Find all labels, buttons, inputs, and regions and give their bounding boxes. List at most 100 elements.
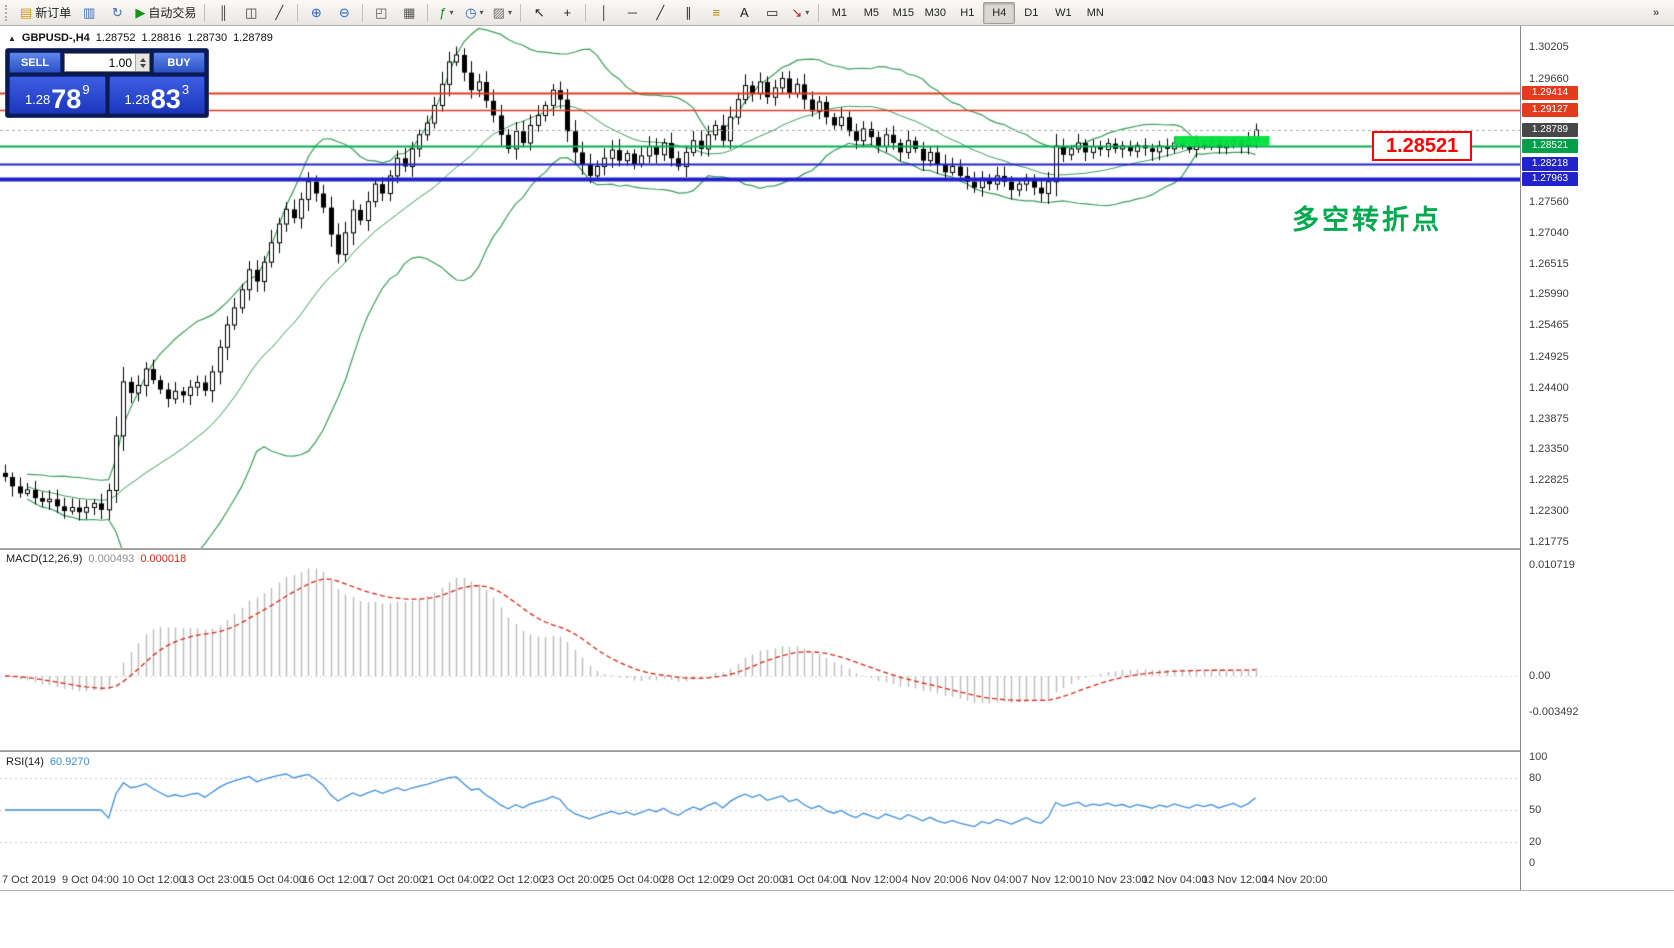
cursor-icon: ↖: [533, 5, 545, 20]
time-axis-label: 4 Nov 20:00: [902, 874, 962, 886]
ohlc-low: 1.28730: [187, 32, 228, 44]
time-axis-label: 7 Oct 2019: [2, 874, 56, 886]
time-axis[interactable]: 7 Oct 2019 9 Oct 04:00 10 Oct 12:00 13 Oct …: [0, 872, 1520, 890]
bar-chart-icon: ║: [218, 5, 228, 20]
buy-button[interactable]: BUY: [153, 52, 205, 73]
timeframe-w1-button[interactable]: W1: [1055, 6, 1072, 19]
price-axis-label: 1.23350: [1529, 443, 1569, 456]
timeframe-m30-button[interactable]: M30: [924, 6, 947, 19]
candlestick-icon: ◫: [245, 5, 258, 20]
macd-axis-label: -0.003492: [1529, 706, 1579, 719]
price-axis-label: 1.26515: [1529, 257, 1569, 270]
price-tag: 1.28218: [1522, 156, 1578, 171]
panel-separator[interactable]: [0, 548, 1674, 550]
chart-annotation: 多空转折点: [1292, 205, 1442, 235]
new-order-label: 新订单: [35, 6, 72, 20]
toolbar-overflow-button[interactable]: »: [1652, 6, 1660, 19]
periods-button[interactable]: ◷ ▾: [460, 2, 488, 24]
price-level-flag[interactable]: 1.28521: [1372, 130, 1473, 161]
auto-trading-label: 自动交易: [148, 6, 197, 20]
zoom-in-icon: ⊕: [310, 5, 322, 20]
time-axis-border: [0, 890, 1674, 891]
timeframe-h1-button[interactable]: H1: [960, 6, 975, 19]
indicators-icon: ƒ: [439, 5, 447, 20]
time-axis-label: 15 Oct 04:00: [242, 874, 305, 886]
ohlc-open: 1.28752: [95, 32, 136, 44]
macd-axis-label: 0.010719: [1529, 559, 1575, 571]
spin-up-icon[interactable]: [139, 57, 146, 62]
timeframe-m5-button[interactable]: M5: [863, 6, 879, 19]
price-axis-label: 1.27040: [1529, 226, 1569, 239]
text-label-button[interactable]: ▭: [758, 2, 786, 24]
price-axis-label: 1.22825: [1529, 474, 1569, 487]
rsi-panel-canvas[interactable]: [0, 752, 1520, 870]
templates-button[interactable]: ▨ ▾: [488, 2, 516, 24]
volume-input[interactable]: 1.00: [64, 53, 150, 72]
tile-windows-button[interactable]: ◰: [367, 2, 395, 24]
trendline-button[interactable]: ╱: [646, 2, 674, 24]
sell-price-small: 1.28: [24, 92, 51, 107]
rsi-axis-label: 20: [1529, 835, 1542, 848]
buy-price[interactable]: 1.28 83 3: [108, 76, 205, 115]
bar-chart-button[interactable]: ║: [209, 2, 237, 24]
candlestick-chart-button[interactable]: ◫: [237, 2, 265, 24]
time-axis-label: 13 Nov 12:00: [1202, 874, 1268, 886]
auto-trading-button[interactable]: ▶ 自动交易: [131, 2, 200, 24]
market-watch-button[interactable]: ▥: [75, 2, 103, 24]
cursor-button[interactable]: ↖: [525, 2, 553, 24]
vertical-line-button[interactable]: │: [590, 2, 618, 24]
time-axis-label: 23 Oct 20:00: [542, 874, 605, 886]
buy-price-big: 83: [150, 84, 181, 115]
horizontal-line-button[interactable]: ─: [618, 2, 646, 24]
zoom-out-icon: ⊖: [338, 5, 350, 20]
crosshair-button[interactable]: +: [553, 2, 581, 24]
price-axis-label: 1.25990: [1529, 288, 1569, 301]
time-axis-label: 17 Oct 20:00: [362, 874, 425, 886]
text-button[interactable]: A: [730, 2, 758, 24]
zoom-in-button[interactable]: ⊕: [302, 2, 330, 24]
text-icon: A: [739, 5, 749, 20]
sell-price[interactable]: 1.28 78 9: [9, 76, 106, 114]
timeframe-m15-button[interactable]: M15: [892, 6, 915, 19]
timeframe-h4-button[interactable]: H4: [983, 1, 1016, 24]
toolbar-separator: [520, 3, 522, 22]
zoom-out-button[interactable]: ⊖: [330, 2, 358, 24]
new-order-icon: ▤: [20, 5, 33, 20]
ohlc-close: 1.28789: [233, 32, 273, 44]
time-axis-label: 16 Oct 12:00: [302, 874, 365, 886]
time-axis-label: 28 Oct 12:00: [662, 874, 725, 886]
equidistant-channel-button[interactable]: ∥: [674, 2, 702, 24]
caret-down-icon: ▾: [507, 8, 512, 17]
macd-panel-canvas[interactable]: [0, 550, 1520, 750]
fibonacci-button[interactable]: ≡: [702, 2, 730, 24]
new-order-button[interactable]: ▤ 新订单: [16, 2, 75, 24]
refresh-icon: ↻: [111, 5, 123, 20]
time-axis-label: 9 Oct 04:00: [62, 874, 119, 886]
time-axis-label: 12 Nov 04:00: [1142, 874, 1208, 886]
indicators-button[interactable]: ƒ ▾: [432, 2, 460, 24]
one-click-trading-panel: SELL 1.00 BUY 1.28 78 9 1.28: [5, 48, 209, 118]
price-axis-label: 1.22300: [1529, 505, 1569, 518]
auto-arrange-button[interactable]: ▦: [395, 2, 423, 24]
timeframe-mn-button[interactable]: MN: [1086, 6, 1104, 19]
market-watch-icon: ▥: [83, 5, 96, 20]
arrows-button[interactable]: ↘ ▾: [786, 2, 814, 24]
timeframe-d1-button[interactable]: D1: [1024, 6, 1039, 19]
toolbar-grip[interactable]: [5, 4, 11, 21]
sell-button[interactable]: SELL: [9, 52, 61, 73]
vertical-line-icon: │: [600, 5, 609, 20]
line-chart-button[interactable]: ╱: [265, 2, 293, 24]
panel-separator[interactable]: [0, 750, 1674, 752]
time-axis-label: 25 Oct 04:00: [602, 874, 665, 886]
rsi-label: RSI(14) 60.9270: [6, 756, 90, 768]
sell-price-big: 78: [51, 84, 82, 115]
main-chart-canvas[interactable]: [0, 26, 1520, 548]
time-axis-label: 31 Oct 04:00: [782, 874, 845, 886]
price-axis[interactable]: 1.30205 1.29660 1.27560 1.27040 1.26515 1.259…: [1520, 26, 1674, 890]
volume-spinner[interactable]: [135, 54, 149, 71]
price-tag: 1.28789: [1522, 123, 1578, 138]
spin-down-icon[interactable]: [139, 63, 146, 68]
refresh-button[interactable]: ↻: [103, 2, 131, 24]
toolbar-separator: [585, 3, 587, 22]
timeframe-m1-button[interactable]: M1: [831, 6, 847, 19]
